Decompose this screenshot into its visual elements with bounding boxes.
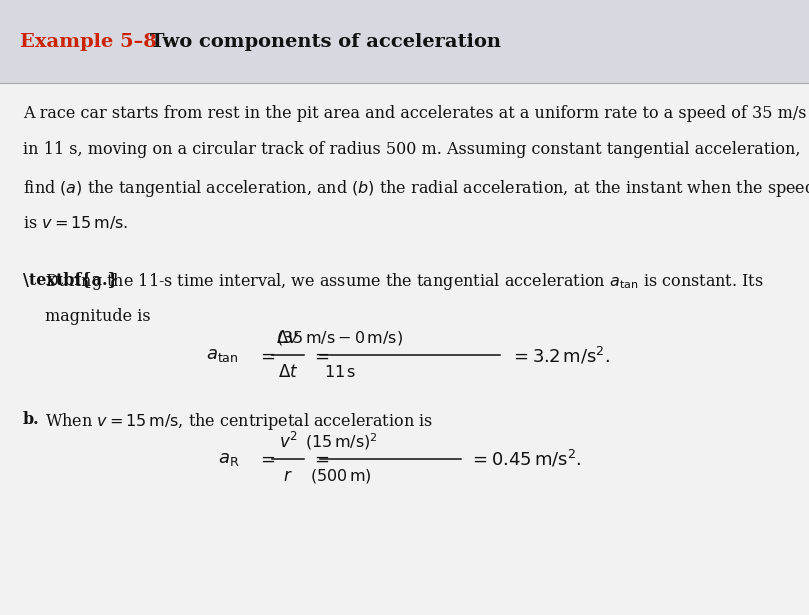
Text: $(35\,\mathrm{m/s}-0\,\mathrm{m/s})$: $(35\,\mathrm{m/s}-0\,\mathrm{m/s})$	[276, 329, 404, 347]
Text: Example 5–8: Example 5–8	[20, 33, 157, 50]
Text: During the 11-s time interval, we assume the tangential acceleration $a_{\mathrm: During the 11-s time interval, we assume…	[45, 271, 764, 292]
Text: find $(a)$ the tangential acceleration, and $(b)$ the radial acceleration, at th: find $(a)$ the tangential acceleration, …	[23, 178, 809, 199]
Text: A race car starts from rest in the pit area and accelerates at a uniform rate to: A race car starts from rest in the pit a…	[23, 105, 806, 122]
Text: Two components of acceleration: Two components of acceleration	[150, 33, 501, 50]
Text: $=$: $=$	[257, 346, 276, 365]
Text: magnitude is: magnitude is	[45, 308, 151, 325]
Bar	[0, 0, 809, 83]
Text: When $v = 15\,\mathrm{m/s}$, the centripetal acceleration is: When $v = 15\,\mathrm{m/s}$, the centrip…	[45, 411, 434, 432]
Text: $11\,\mathrm{s}$: $11\,\mathrm{s}$	[324, 364, 356, 381]
Text: is $v = 15\,\mathrm{m/s}.$: is $v = 15\,\mathrm{m/s}.$	[23, 215, 128, 232]
Text: $=$: $=$	[257, 450, 276, 468]
Text: \textbf{a.}: \textbf{a.}	[23, 271, 117, 288]
Text: b.: b.	[23, 411, 40, 428]
Text: $=$: $=$	[311, 346, 330, 365]
Text: in 11 s, moving on a circular track of radius 500 m. Assuming constant tangentia: in 11 s, moving on a circular track of r…	[23, 141, 800, 159]
Text: $a_{\mathrm{R}}$: $a_{\mathrm{R}}$	[218, 450, 240, 468]
Text: $v^2$: $v^2$	[278, 432, 298, 451]
Text: $= 0.45\,\mathrm{m/s}^2.$: $= 0.45\,\mathrm{m/s}^2.$	[469, 448, 582, 469]
Text: $(15\,\mathrm{m/s})^2$: $(15\,\mathrm{m/s})^2$	[305, 431, 378, 452]
Text: $= 3.2\,\mathrm{m/s}^2.$: $= 3.2\,\mathrm{m/s}^2.$	[510, 345, 610, 366]
Text: $a_{\mathrm{tan}}$: $a_{\mathrm{tan}}$	[206, 346, 239, 365]
Text: $\Delta v$: $\Delta v$	[277, 330, 299, 347]
Text: $=$: $=$	[311, 450, 330, 468]
Text: $(500\,\mathrm{m})$: $(500\,\mathrm{m})$	[311, 467, 372, 485]
Text: $\Delta t$: $\Delta t$	[277, 364, 299, 381]
Text: $r$: $r$	[283, 467, 293, 485]
